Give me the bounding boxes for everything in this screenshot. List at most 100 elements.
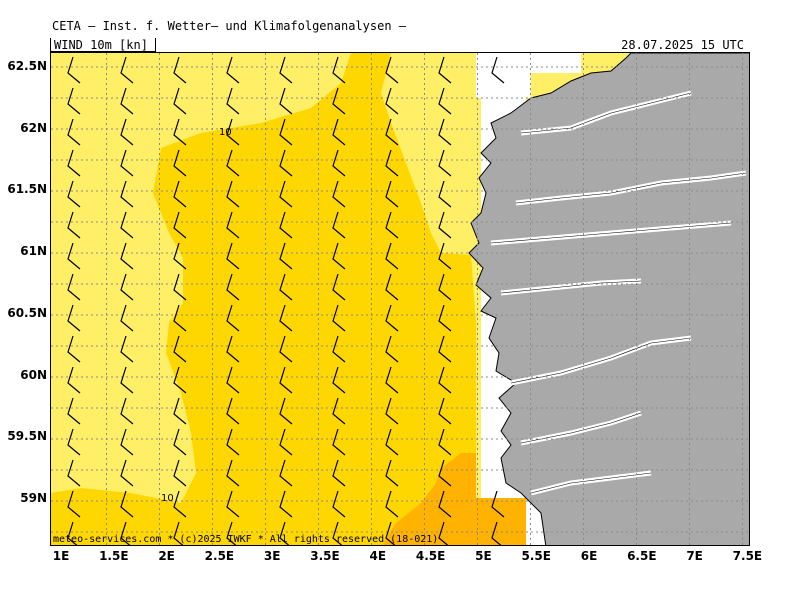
wind-barb (226, 242, 240, 270)
wind-barb (438, 335, 452, 363)
wind-barb (385, 56, 399, 84)
wind-barb (226, 118, 240, 146)
wind-barb (279, 180, 293, 208)
wind-barb (226, 87, 240, 115)
wind-barb (438, 521, 449, 545)
wind-barb (173, 335, 187, 363)
wind-barb (120, 273, 134, 301)
wind-barb (120, 428, 134, 456)
wind-barb (332, 490, 346, 518)
wind-barb (67, 242, 81, 270)
wind-barb (120, 211, 134, 239)
wind-barb (120, 521, 131, 545)
wind-barbs (67, 56, 505, 545)
latitude-label: 59N (20, 490, 47, 505)
wind-barb (438, 180, 452, 208)
wind-barb (332, 180, 346, 208)
wind-barb (120, 397, 134, 425)
map-panel: 10 10 (50, 52, 750, 546)
wind-barb (226, 304, 240, 332)
latitude-label: 61N (20, 244, 47, 259)
wind-barb (120, 459, 134, 487)
wind-barb (438, 490, 452, 518)
wind-barb (385, 180, 399, 208)
wind-barb (120, 490, 134, 518)
wind-barb (226, 366, 240, 394)
wind-barb (385, 273, 399, 301)
fjord-outline (520, 92, 692, 134)
wind-barb (385, 397, 399, 425)
fjord-outline (520, 412, 642, 444)
wind-barb (226, 211, 240, 239)
wind-barb (226, 273, 240, 301)
longitude-label: 1.5E (99, 549, 129, 563)
wind-barb (173, 304, 187, 332)
wind-barb (385, 304, 399, 332)
latitude-label: 60.5N (7, 305, 47, 320)
wind-barb (173, 180, 187, 208)
wind-barb (332, 87, 346, 115)
wind-barb (385, 335, 399, 363)
wind-barb (67, 397, 81, 425)
wind-barb (67, 490, 81, 518)
wind-barb (332, 242, 346, 270)
wind-band-mid (51, 53, 476, 545)
wind-barb (120, 149, 134, 177)
wind-barb (67, 56, 81, 84)
wind-band-strong (382, 453, 531, 545)
wind-barb (438, 211, 452, 239)
wind-barb (173, 87, 187, 115)
wind-barb (385, 366, 399, 394)
wind-barb (173, 521, 184, 545)
variable-box (50, 38, 156, 52)
wind-barb (173, 273, 187, 301)
fjord-outline (510, 337, 692, 384)
wind-barb (279, 335, 293, 363)
wind-barb (385, 521, 396, 545)
latitude-label: 61.5N (7, 182, 47, 197)
wind-barb (438, 459, 452, 487)
longitude-label: 3.5E (310, 549, 340, 563)
longitude-label: 3E (263, 549, 281, 563)
wind-barb (438, 242, 452, 270)
wind-barb (173, 211, 187, 239)
contour-label: 10 (219, 127, 232, 138)
wind-barb (173, 490, 187, 518)
wind-barb (226, 428, 240, 456)
wind-barb (226, 397, 240, 425)
copyright-footer: meteo-services.com * (c)2025 IWKF * All … (53, 534, 439, 545)
wind-barb (279, 242, 293, 270)
wind-barb (385, 490, 399, 518)
wind-barb (67, 87, 81, 115)
wind-barb (226, 459, 240, 487)
wind-barb (332, 273, 346, 301)
wind-barb (226, 490, 240, 518)
wind-barb (438, 304, 452, 332)
wind-barb (67, 180, 81, 208)
longitude-label: 2.5E (204, 549, 235, 563)
longitude-label: 6.5E (627, 549, 657, 563)
wind-barb (332, 428, 346, 456)
longitude-label: 4E (369, 549, 387, 563)
wind-barb (279, 211, 293, 239)
wind-barb (438, 149, 452, 177)
longitude-label: 7E (686, 549, 703, 563)
variable-label: WIND 10m [kn] (54, 38, 148, 52)
valid-time: 28.07.2025 15 UTC (621, 38, 744, 52)
latitude-label: 62.5N (7, 59, 47, 73)
wind-barb (332, 335, 346, 363)
wind-barb (385, 87, 399, 115)
wind-barb (226, 56, 240, 84)
wind-barb (67, 273, 81, 301)
wind-barb (226, 180, 240, 208)
wind-barb (67, 521, 78, 545)
wind-barb (67, 304, 81, 332)
wind-barb (438, 87, 452, 115)
wind-barb (173, 397, 187, 425)
wind-barb (279, 87, 293, 115)
wind-barb (120, 335, 134, 363)
wind-barb (332, 521, 343, 545)
wind-barb (67, 428, 81, 456)
contour-label: 10 (161, 493, 174, 504)
wind-barb (173, 242, 187, 270)
